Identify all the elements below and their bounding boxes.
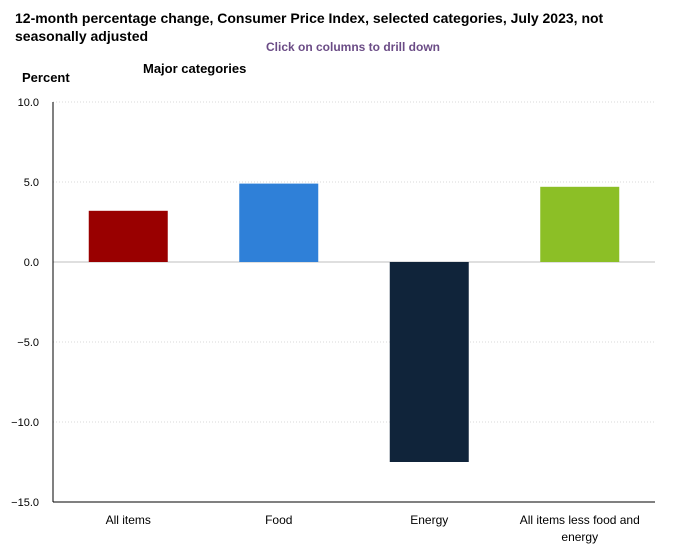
drill-down-hint: Click on columns to drill down bbox=[266, 40, 441, 54]
legend-title: Major categories bbox=[143, 61, 247, 76]
y-tick-label: 10.0 bbox=[18, 97, 39, 109]
y-tick-label: −5.0 bbox=[17, 337, 39, 349]
y-tick-label: 5.0 bbox=[24, 177, 39, 189]
chart-title: 12-month percentage change, Consumer Pri… bbox=[15, 10, 604, 44]
bar-all-items[interactable] bbox=[88, 210, 168, 262]
x-category-label: All items bbox=[106, 513, 151, 527]
x-category-label: energy bbox=[561, 530, 598, 544]
bar-all-items-less-food-and-energy[interactable] bbox=[540, 186, 620, 262]
y-axis-label: Percent bbox=[22, 70, 70, 85]
x-category-label: All items less food and bbox=[520, 513, 640, 527]
bar-energy[interactable] bbox=[389, 262, 469, 462]
y-tick-label: −10.0 bbox=[11, 417, 39, 429]
bar-food[interactable] bbox=[239, 183, 319, 262]
x-category-label: Energy bbox=[410, 513, 448, 527]
y-tick-label: 0.0 bbox=[24, 257, 39, 269]
y-tick-label: −15.0 bbox=[11, 497, 39, 509]
x-category-label: Food bbox=[265, 513, 292, 527]
